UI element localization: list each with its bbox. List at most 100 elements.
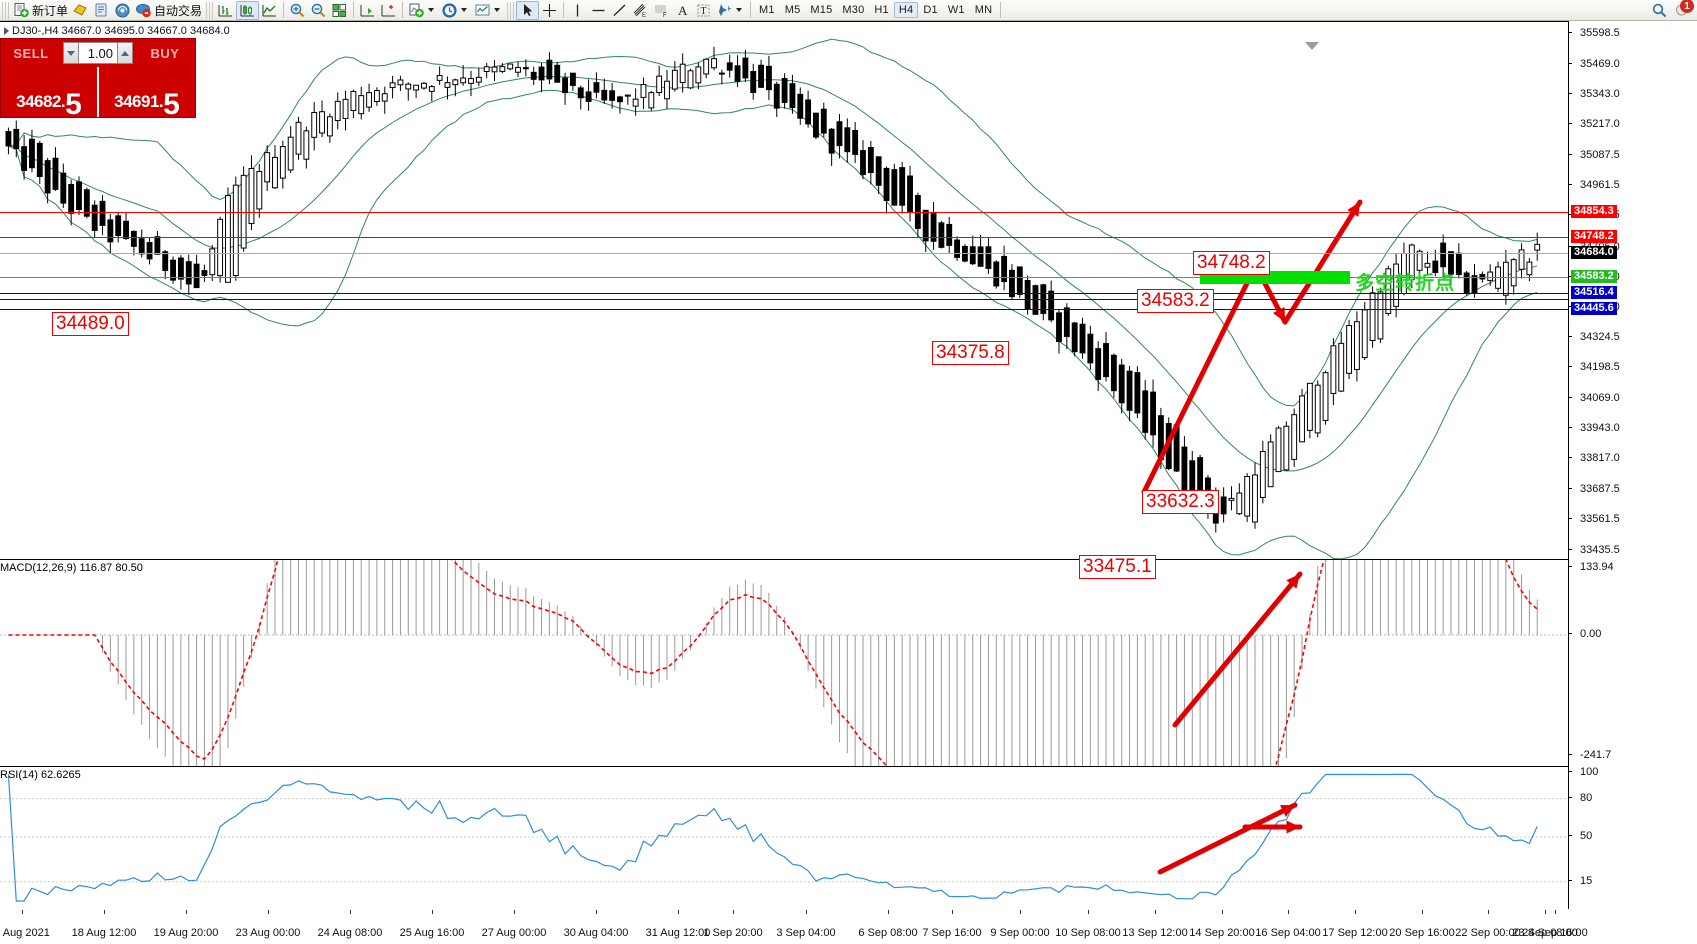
time-tick [350, 910, 351, 914]
crosshair-tool-button[interactable] [539, 1, 560, 20]
chart-annotation[interactable]: 多空转折点 [1355, 273, 1456, 294]
price-tag-bid[interactable]: 34684.0 [1571, 245, 1617, 259]
period-caret-icon[interactable] [461, 8, 468, 12]
label-tool-button[interactable]: T [693, 1, 714, 20]
symbol-expand-icon[interactable] [4, 27, 9, 36]
search-icon[interactable] [1651, 2, 1668, 19]
autotrading-button[interactable]: 自动交易 [133, 1, 204, 20]
time-label: 16 Sep 04:00 [1255, 927, 1321, 939]
price-tag-level[interactable]: 34516.4 [1571, 285, 1617, 299]
chart-annotation[interactable]: 33632.3 [1142, 490, 1219, 514]
alerts-icon[interactable]: 1 [1674, 0, 1694, 19]
tile-windows-button[interactable] [329, 1, 350, 20]
timeframe-d1[interactable]: D1 [923, 4, 938, 16]
timeframe-h1[interactable]: H1 [874, 4, 889, 16]
one-click-price-row: 34682 . 5 34691 . 5 [1, 67, 195, 119]
shift-end-button[interactable] [357, 1, 378, 20]
timeframe-m5[interactable]: M5 [784, 4, 801, 16]
timeframe-m30[interactable]: M30 [842, 4, 865, 16]
resistance-line-extra [0, 211, 1568, 213]
volume-increase-button[interactable] [117, 42, 133, 64]
timeframe-h4[interactable]: H4 [893, 2, 919, 18]
chart-annotation[interactable]: 34489.0 [52, 312, 129, 336]
trendline-icon [611, 2, 628, 19]
timeframe-mn[interactable]: MN [974, 4, 993, 16]
zoom-in-button[interactable] [287, 1, 308, 20]
trendline-tool-button[interactable] [609, 1, 630, 20]
price-tick: 35343.0 [1568, 89, 1697, 100]
time-tick [1088, 910, 1089, 914]
time-label: 17 Sep 12:00 [1322, 927, 1388, 939]
price-tag-resistance[interactable]: 34748.2 [1571, 230, 1617, 244]
shapes-tool-button[interactable] [714, 1, 747, 20]
volume-input[interactable]: 1.00 [79, 42, 117, 64]
autotrading-icon [135, 2, 152, 19]
price-tick: 33561.5 [1568, 514, 1697, 525]
auto-scroll-button[interactable] [378, 1, 399, 20]
chart-annotation[interactable]: 34375.8 [932, 341, 1009, 365]
sell-button[interactable]: 34682 . 5 [1, 67, 97, 118]
fibonacci-tool-button[interactable]: F [651, 1, 672, 20]
time-tick [952, 910, 953, 914]
indicators-caret-icon[interactable] [428, 8, 435, 12]
macd-pane[interactable]: MACD(12,26,9) 116.87 80.50 [0, 559, 1568, 766]
macd-tick: 133.94 [1568, 562, 1697, 573]
rsi-pane[interactable]: RSI(14) 62.6265 [0, 766, 1568, 909]
cursor-tool-button[interactable] [516, 0, 540, 20]
buy-label[interactable]: BUY [150, 45, 180, 61]
price-tag-resistance[interactable]: 34854.3 [1571, 204, 1617, 218]
timeframe-m15[interactable]: M15 [810, 4, 833, 16]
chart-annotation[interactable]: 33475.1 [1079, 555, 1156, 579]
timeframe-m1[interactable]: M1 [759, 4, 775, 16]
macd-tick: -241.7 [1568, 750, 1697, 761]
buy-button[interactable]: 34691 . 5 [99, 67, 195, 118]
price-chart-svg [5, 38, 1541, 559]
volume-stepper[interactable]: 1.00 [63, 42, 133, 64]
bar-chart-button[interactable] [215, 1, 236, 20]
vline-tool-button[interactable] [567, 1, 588, 20]
equidistant-channel-button[interactable]: E [630, 1, 651, 20]
price-tag-level[interactable]: 34445.6 [1571, 302, 1617, 316]
svg-text:F: F [663, 13, 667, 19]
chart-annotation[interactable]: 34583.2 [1137, 289, 1214, 313]
new-order-button[interactable]: 新订单 [11, 1, 70, 20]
text-icon: A [674, 2, 691, 19]
hline-tool-button[interactable] [588, 1, 609, 20]
line-chart-icon [261, 2, 278, 19]
chart-plot-area[interactable]: DJ30-,H4 34667.0 34695.0 34667.0 34684.0… [0, 21, 1588, 939]
line-chart-button[interactable] [259, 1, 280, 20]
signals-button[interactable] [112, 1, 133, 20]
symbol-info-bar[interactable]: DJ30-,H4 34667.0 34695.0 34667.0 34684.0 [4, 25, 230, 37]
one-click-trading-panel[interactable]: SELL 1.00 BUY 34682 . 5 [0, 38, 196, 119]
sell-price-integer: 34682 [16, 92, 61, 111]
text-tool-button[interactable]: A [672, 1, 693, 20]
chart-annotation[interactable]: 34748.2 [1193, 251, 1270, 275]
price-tag-support[interactable]: 34583.2 [1571, 269, 1617, 283]
sell-label[interactable]: SELL [13, 45, 49, 61]
zoom-out-button[interactable] [308, 1, 329, 20]
hline-icon [590, 2, 607, 19]
candlestick-chart-button[interactable] [236, 0, 260, 20]
data-window-button[interactable] [70, 1, 91, 20]
chart-window[interactable]: DJ30-,H4 34667.0 34695.0 34667.0 34684.0… [0, 21, 1697, 944]
price-pane[interactable]: DJ30-,H4 34667.0 34695.0 34667.0 34684.0… [0, 21, 1568, 579]
indicators-button[interactable] [406, 1, 439, 20]
price-tick: 33943.0 [1568, 423, 1697, 434]
timeframe-w1[interactable]: W1 [947, 4, 965, 16]
templates-caret-icon[interactable] [494, 8, 501, 12]
toolbar-separator-5 [750, 2, 752, 18]
shapes-caret-icon[interactable] [736, 8, 743, 12]
navigator-button[interactable] [91, 1, 112, 20]
templates-button[interactable] [472, 1, 505, 20]
toolbar-grip[interactable] [2, 1, 9, 19]
price-axis[interactable]: 35598.5 35469.0 35343.0 35217.0 35087.5 34961… [1568, 21, 1697, 909]
toolbar-grip-3[interactable] [507, 1, 515, 19]
volume-decrease-button[interactable] [63, 42, 79, 64]
shift-end-icon [359, 2, 376, 19]
period-button[interactable] [439, 1, 472, 20]
time-label: 13 Sep 12:00 [1122, 927, 1188, 939]
scroll-position-marker[interactable] [1305, 42, 1319, 50]
toolbar-grip-2[interactable] [206, 1, 214, 19]
rsi-label: RSI(14) 62.6265 [0, 769, 81, 781]
tile-windows-icon [331, 2, 348, 19]
